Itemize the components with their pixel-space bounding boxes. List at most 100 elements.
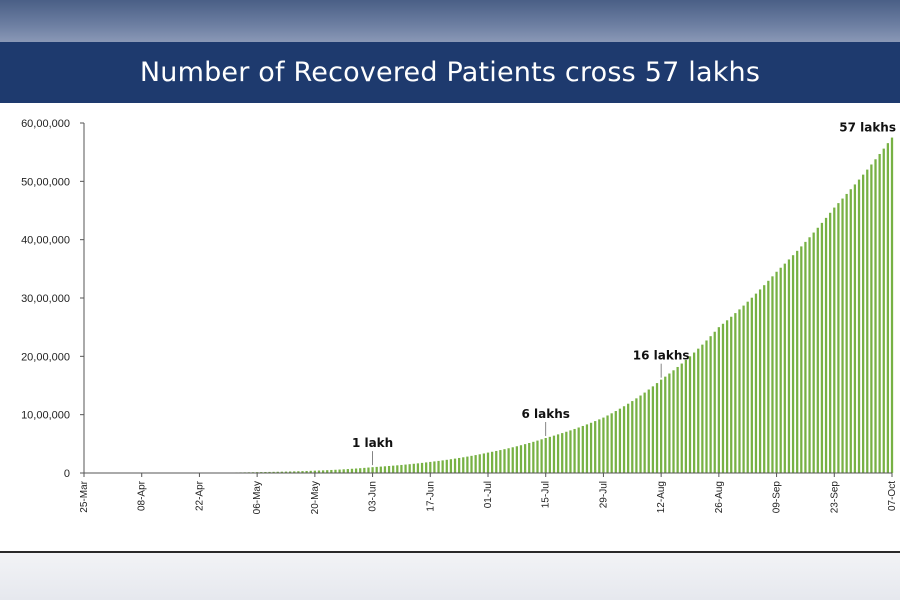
bar — [523, 444, 527, 473]
bar — [701, 344, 704, 473]
bar — [709, 336, 712, 473]
x-tick-label: 12-Aug — [656, 481, 667, 513]
bar — [730, 316, 733, 473]
bar — [515, 446, 518, 473]
bar — [874, 159, 877, 473]
bar — [829, 212, 832, 473]
y-tick-label: 0 — [64, 468, 70, 480]
y-tick-label: 20,00,000 — [21, 351, 70, 363]
bar — [284, 471, 288, 473]
bar — [272, 471, 275, 473]
bar — [849, 189, 852, 473]
panel-shadow — [0, 551, 900, 554]
bar — [841, 198, 844, 473]
bar — [787, 259, 791, 473]
bar — [297, 471, 300, 473]
top-backdrop — [0, 0, 900, 42]
bar — [441, 460, 444, 473]
chart-title: Number of Recovered Patients cross 57 la… — [139, 57, 761, 88]
bar — [462, 457, 465, 473]
y-tick-label: 60,00,000 — [21, 118, 70, 130]
bar — [412, 463, 415, 473]
bar — [466, 456, 469, 473]
y-tick-label: 30,00,000 — [21, 293, 70, 305]
bar — [857, 179, 861, 473]
bar — [820, 222, 824, 473]
bar — [837, 203, 840, 474]
bar — [618, 408, 622, 473]
bar — [301, 471, 304, 473]
bar — [668, 373, 671, 473]
bar — [536, 440, 539, 473]
bar — [705, 340, 708, 473]
bar — [775, 271, 778, 473]
bar — [359, 468, 362, 473]
bar — [565, 431, 568, 473]
bar — [808, 237, 811, 473]
bar — [664, 376, 667, 473]
bar — [610, 413, 613, 473]
bar — [321, 470, 325, 473]
bar — [614, 411, 617, 473]
bar — [503, 449, 506, 473]
bar — [717, 327, 720, 473]
bar — [490, 451, 494, 473]
x-tick-label: 25-Mar — [79, 480, 90, 512]
bar — [350, 468, 354, 473]
bar — [758, 289, 762, 473]
bar — [387, 465, 391, 473]
bar — [346, 469, 349, 473]
bar — [478, 454, 481, 473]
bar — [445, 459, 448, 473]
bar — [606, 415, 609, 473]
bar — [692, 352, 696, 473]
bar — [429, 461, 432, 473]
bar — [816, 227, 819, 473]
x-tick-label: 06-May — [252, 481, 263, 514]
bar — [276, 471, 279, 473]
bar — [437, 460, 440, 473]
bar — [622, 406, 626, 473]
x-tick-label: 03-Jun — [368, 481, 379, 512]
bar — [338, 469, 341, 473]
chart-panel: 0 10,00,000 20,00,000 30,00,000 40,00,000 50,… — [0, 103, 900, 551]
bar — [408, 464, 411, 473]
bar — [305, 470, 308, 473]
y-axis: 0 10,00,000 20,00,000 30,00,000 40,00,000 50,… — [21, 118, 85, 480]
x-tick-label: 15-Jul — [541, 481, 552, 508]
annotations: 1 lakh 6 lakhs 16 lakhs 57 lakhs — [352, 121, 896, 466]
bar — [878, 153, 881, 474]
bar — [540, 439, 543, 473]
x-tick-label: 01-Jul — [483, 481, 494, 508]
bar — [569, 430, 572, 473]
bar — [680, 363, 683, 473]
bar — [433, 461, 436, 473]
bar — [882, 148, 885, 474]
recovered-patients-chart: 0 10,00,000 20,00,000 30,00,000 40,00,000 50,… — [21, 118, 898, 514]
bar — [738, 309, 741, 473]
bar — [342, 469, 345, 473]
bar — [676, 366, 679, 473]
bar — [313, 470, 316, 473]
x-axis: 25-Mar 08-Apr 22-Apr 06-May 20-May 03-Jun 17-J… — [79, 472, 898, 514]
bar-series — [119, 137, 894, 474]
bar — [866, 169, 869, 473]
bar — [528, 443, 531, 473]
bar — [400, 464, 403, 473]
bar — [655, 383, 659, 473]
bar — [561, 433, 564, 473]
bar — [602, 417, 605, 473]
x-tick-label: 08-Apr — [137, 480, 148, 511]
bar — [890, 137, 894, 473]
bar — [288, 471, 292, 473]
bar — [416, 463, 420, 473]
bar — [767, 280, 770, 473]
bottom-backdrop — [0, 553, 900, 600]
bar — [631, 401, 634, 473]
bar — [264, 471, 267, 473]
bar — [779, 267, 782, 473]
bar — [420, 462, 424, 473]
bar — [721, 323, 725, 473]
bar — [845, 193, 848, 473]
bar — [594, 421, 597, 473]
